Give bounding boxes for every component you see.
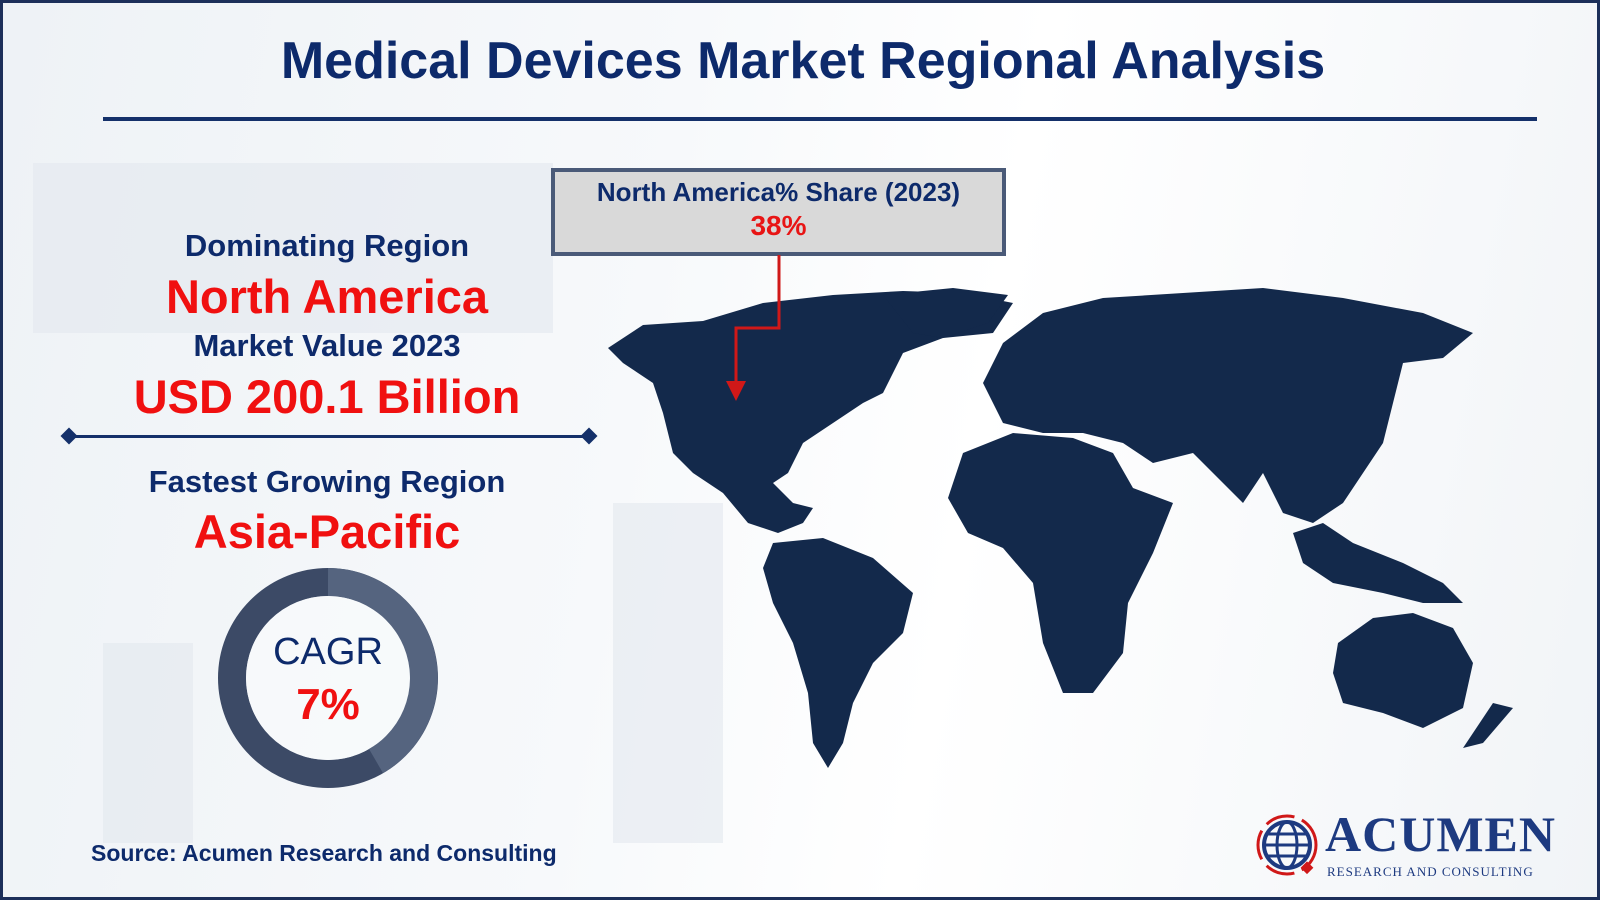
source-note: Source: Acumen Research and Consulting	[91, 840, 557, 866]
market-value-label: Market Value 2023	[193, 328, 461, 363]
new-zealand-shape	[1463, 703, 1513, 748]
fastest-growing-region: Asia-Pacific	[193, 505, 461, 558]
arrowhead-icon	[726, 381, 746, 401]
south-america-shape	[763, 538, 913, 768]
background-decoration	[33, 163, 553, 333]
page-title: Medical Devices Market Regional Analysis	[280, 32, 1326, 90]
greenland-shape	[883, 288, 1008, 338]
australia-shape	[1333, 613, 1473, 728]
callout-value: 38%	[750, 209, 807, 241]
dominating-region-label: Dominating Region	[184, 228, 470, 263]
callout-label: North America% Share (2023)	[596, 177, 961, 207]
callout-arrow	[726, 255, 781, 401]
southeast-asia-shape	[1293, 523, 1463, 603]
north-america-shape	[608, 291, 1013, 533]
logo-tagline: RESEARCH AND CONSULTING	[1327, 864, 1534, 879]
world-map	[608, 288, 1513, 768]
market-value: USD 200.1 Billion	[133, 370, 521, 423]
cagr-donut	[218, 568, 438, 788]
fastest-growing-label: Fastest Growing Region	[148, 464, 506, 499]
eurasia-shape	[983, 288, 1473, 523]
dominating-region-value: North America	[165, 270, 489, 323]
title-underline	[103, 117, 1537, 121]
background-bar	[103, 643, 193, 843]
background-bar	[613, 503, 723, 843]
globe-icon	[1256, 814, 1318, 876]
africa-shape	[948, 433, 1173, 693]
cagr-label: CAGR	[273, 631, 383, 673]
cagr-value: 7%	[296, 680, 360, 729]
acumen-logo: ACUMEN RESEARCH AND CONSULTING	[1255, 807, 1555, 887]
diamond-icon	[60, 427, 78, 445]
donut-segment	[327, 568, 438, 774]
logo-name: ACUMEN	[1325, 806, 1556, 862]
section-divider	[60, 427, 598, 445]
north-america-share-callout: North America% Share (2023) 38%	[551, 168, 1006, 256]
